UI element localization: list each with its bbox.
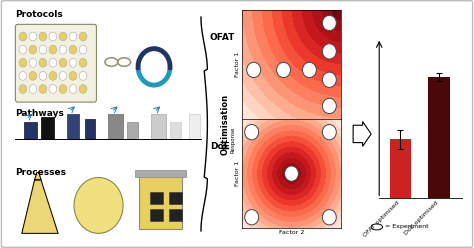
Circle shape xyxy=(49,58,57,67)
Bar xyxy=(428,77,450,198)
Bar xyxy=(85,119,95,139)
Circle shape xyxy=(29,32,36,41)
Circle shape xyxy=(79,32,87,41)
Bar xyxy=(169,192,182,204)
Circle shape xyxy=(371,224,383,230)
Circle shape xyxy=(322,15,336,31)
Text: Response: Response xyxy=(231,127,236,153)
Bar xyxy=(189,114,200,139)
Circle shape xyxy=(245,124,259,140)
Circle shape xyxy=(59,45,67,54)
Circle shape xyxy=(39,58,47,67)
Bar xyxy=(151,114,166,139)
X-axis label: Factor 2: Factor 2 xyxy=(279,230,304,235)
Circle shape xyxy=(322,210,336,225)
FancyBboxPatch shape xyxy=(15,24,97,102)
Circle shape xyxy=(59,71,67,80)
Circle shape xyxy=(322,124,336,140)
Text: = Experiment: = Experiment xyxy=(385,224,428,229)
Circle shape xyxy=(39,45,47,54)
Circle shape xyxy=(69,32,77,41)
Bar xyxy=(170,122,181,139)
Circle shape xyxy=(69,85,77,93)
Circle shape xyxy=(79,85,87,93)
Circle shape xyxy=(59,32,67,41)
Polygon shape xyxy=(245,123,301,157)
Bar xyxy=(41,117,54,139)
Text: Optimisation: Optimisation xyxy=(221,93,229,155)
Circle shape xyxy=(79,71,87,80)
Circle shape xyxy=(246,62,261,78)
Circle shape xyxy=(29,85,36,93)
X-axis label: Factor 2: Factor 2 xyxy=(279,121,304,125)
Bar xyxy=(135,170,186,178)
Circle shape xyxy=(19,58,27,67)
Circle shape xyxy=(79,58,87,67)
Circle shape xyxy=(49,45,57,54)
Text: DoE: DoE xyxy=(210,142,229,151)
Circle shape xyxy=(29,45,36,54)
Text: Protocols: Protocols xyxy=(15,10,63,19)
Text: Pathways: Pathways xyxy=(15,109,64,118)
Circle shape xyxy=(322,72,336,87)
Y-axis label: Factor 1: Factor 1 xyxy=(236,161,240,186)
Circle shape xyxy=(39,71,47,80)
Text: OFAT: OFAT xyxy=(210,33,235,42)
Circle shape xyxy=(276,62,291,78)
Bar xyxy=(24,122,36,139)
Circle shape xyxy=(322,98,336,114)
Circle shape xyxy=(245,210,259,225)
Y-axis label: Factor 1: Factor 1 xyxy=(236,52,240,77)
Bar xyxy=(390,139,411,198)
Circle shape xyxy=(29,58,36,67)
Circle shape xyxy=(29,71,36,80)
Bar xyxy=(128,122,138,139)
Polygon shape xyxy=(35,173,41,180)
Circle shape xyxy=(59,85,67,93)
Bar xyxy=(150,192,163,204)
FancyArrow shape xyxy=(353,122,371,146)
Bar xyxy=(150,209,163,221)
Circle shape xyxy=(49,71,57,80)
Circle shape xyxy=(69,71,77,80)
Text: Response: Response xyxy=(259,159,286,164)
Circle shape xyxy=(19,71,27,80)
Circle shape xyxy=(74,178,123,233)
Circle shape xyxy=(59,58,67,67)
Bar xyxy=(139,175,182,228)
Bar xyxy=(66,114,80,139)
Circle shape xyxy=(322,44,336,59)
Text: Processes: Processes xyxy=(15,168,66,177)
Circle shape xyxy=(284,166,299,181)
Circle shape xyxy=(19,85,27,93)
Bar xyxy=(108,114,123,139)
Circle shape xyxy=(302,62,316,78)
Circle shape xyxy=(69,45,77,54)
Circle shape xyxy=(79,45,87,54)
Bar xyxy=(169,209,182,221)
Circle shape xyxy=(19,45,27,54)
Circle shape xyxy=(39,32,47,41)
Circle shape xyxy=(19,32,27,41)
Circle shape xyxy=(39,85,47,93)
Polygon shape xyxy=(22,180,58,233)
Circle shape xyxy=(69,58,77,67)
Circle shape xyxy=(49,85,57,93)
Circle shape xyxy=(49,32,57,41)
